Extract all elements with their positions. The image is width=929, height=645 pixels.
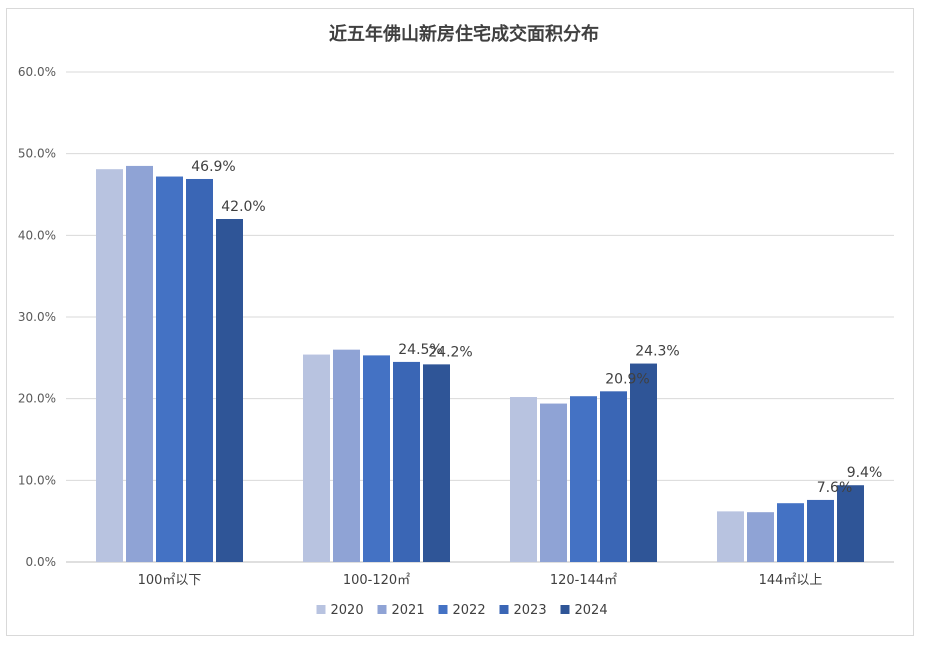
bar-2020-3 bbox=[717, 511, 744, 562]
data-label: 24.3% bbox=[635, 344, 679, 360]
y-axis: 0.0% 10.0% 20.0% 30.0% 40.0% 50.0% 60.0% bbox=[18, 65, 56, 569]
bar-2021-2 bbox=[540, 403, 567, 562]
bar-2020-1 bbox=[303, 354, 330, 562]
data-label: 7.6% bbox=[817, 480, 853, 496]
bar-2020-2 bbox=[510, 397, 537, 562]
x-tick-label: 120-144㎡ bbox=[550, 573, 617, 588]
bar-2020-0 bbox=[96, 169, 123, 562]
data-label: 46.9% bbox=[191, 159, 235, 175]
data-label: 42.0% bbox=[221, 199, 265, 215]
y-tick-label: 20.0% bbox=[18, 392, 56, 406]
x-axis: 100㎡以下 100-120㎡ 120-144㎡ 144㎡以上 bbox=[138, 573, 823, 588]
y-tick-label: 0.0% bbox=[26, 555, 57, 569]
legend: 2020 2021 2022 2023 2024 bbox=[316, 603, 608, 618]
bar-2022-3 bbox=[777, 503, 804, 562]
data-label: 9.4% bbox=[847, 465, 883, 481]
legend-swatch-2023 bbox=[499, 605, 509, 614]
bar-2024-2 bbox=[630, 363, 657, 562]
legend-label: 2020 bbox=[331, 603, 364, 618]
data-label: 24.2% bbox=[428, 344, 472, 360]
y-tick-label: 60.0% bbox=[18, 65, 56, 79]
bar-2022-2 bbox=[570, 396, 597, 562]
bar-2023-1 bbox=[393, 361, 420, 562]
legend-swatch-2020 bbox=[316, 605, 326, 614]
bar-2021-1 bbox=[333, 349, 360, 562]
legend-swatch-2024 bbox=[560, 605, 570, 614]
bar-2022-0 bbox=[156, 176, 183, 563]
data-label: 24.5% bbox=[398, 342, 442, 358]
legend-swatch-2021 bbox=[377, 605, 387, 614]
x-tick-label: 100-120㎡ bbox=[343, 573, 410, 588]
chart-title: 近五年佛山新房住宅成交面积分布 bbox=[329, 23, 599, 45]
bar-2022-1 bbox=[363, 355, 390, 562]
bar-2024-3 bbox=[837, 485, 864, 562]
bar-2021-3 bbox=[747, 512, 774, 562]
legend-label: 2021 bbox=[392, 603, 425, 618]
bar-2023-3 bbox=[807, 499, 834, 562]
legend-label: 2022 bbox=[453, 603, 486, 618]
bars bbox=[96, 165, 864, 563]
y-tick-label: 50.0% bbox=[18, 147, 56, 161]
data-labels: 46.9% 42.0% 24.5%24.2% 20.9% 24.3% 7.6%9.4% bbox=[191, 159, 882, 496]
bar-2024-0 bbox=[216, 219, 243, 562]
x-tick-label: 100㎡以下 bbox=[138, 573, 202, 588]
y-tick-label: 40.0% bbox=[18, 228, 56, 242]
x-tick-label: 144㎡以上 bbox=[759, 573, 823, 588]
legend-label: 2024 bbox=[575, 603, 608, 618]
legend-label: 2023 bbox=[514, 603, 547, 618]
legend-swatch-2022 bbox=[438, 605, 448, 614]
bar-2023-0 bbox=[186, 178, 213, 562]
bar-2024-1 bbox=[423, 364, 450, 562]
y-tick-label: 30.0% bbox=[18, 310, 56, 324]
bar-2021-0 bbox=[126, 165, 153, 562]
bar-2023-2 bbox=[600, 391, 627, 562]
data-label: 20.9% bbox=[605, 371, 649, 387]
y-tick-label: 10.0% bbox=[18, 473, 56, 487]
